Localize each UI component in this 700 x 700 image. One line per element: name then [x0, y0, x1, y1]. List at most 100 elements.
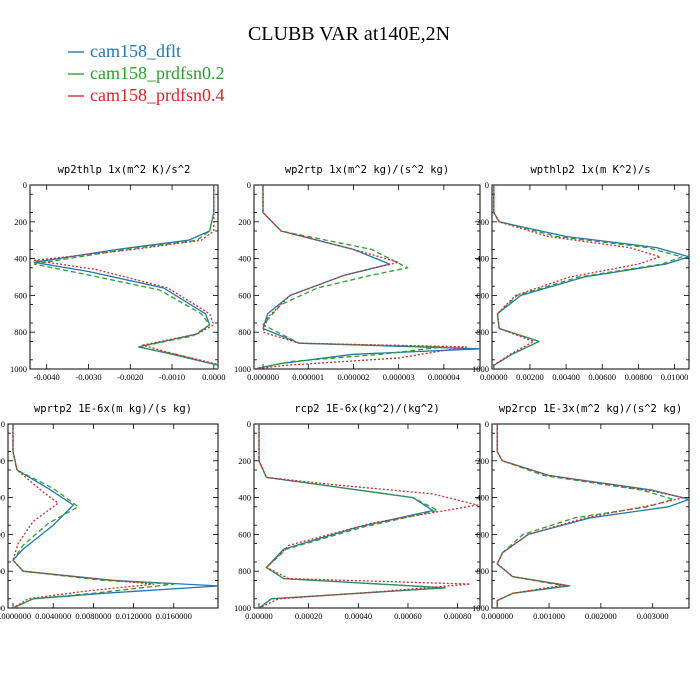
legend: cam158_dfltcam158_prdfsn0.2cam158_prdfsn…: [68, 41, 224, 105]
series-line-cam158_prdfsn0.4: [493, 185, 661, 369]
y-tick-label: 600: [476, 290, 489, 300]
series-line-cam158_prdfsn0.4: [258, 424, 479, 608]
plot-frame: [491, 184, 690, 370]
y-tick-label: 0: [247, 180, 251, 190]
series-line-cam158_prdfsn0.4: [496, 424, 685, 608]
panel-title: wpthlp2 1x(m K^2)/s: [530, 164, 650, 176]
series-line-cam158_dflt: [493, 185, 689, 369]
y-tick-label: 200: [0, 456, 5, 466]
x-tick-label: 0.003000: [637, 611, 669, 621]
x-tick-label: 0.0040000: [35, 611, 71, 621]
y-tick-label: 0: [485, 419, 489, 429]
y-tick-label: 600: [238, 290, 251, 300]
series-line-cam158_prdfsn0.4: [33, 185, 218, 369]
y-tick-label: 800: [476, 566, 489, 576]
x-tick-label: -0.0040: [34, 372, 60, 382]
y-tick-label: 800: [238, 327, 251, 337]
legend-label: cam158_prdfsn0.4: [90, 85, 224, 105]
y-tick-label: 400: [0, 493, 5, 503]
panel: wprtp2 1E-6x(m kg)/(s kg) 0 200 400 600 800 10…: [0, 403, 219, 621]
legend-label: cam158_prdfsn0.2: [90, 63, 224, 83]
main-title: CLUBB VAR at140E,2N: [248, 23, 450, 45]
x-tick-label: 0.000002: [338, 372, 370, 382]
y-tick-label: 400: [476, 493, 489, 503]
y-tick-label: 0: [485, 180, 489, 190]
series-line-cam158_dflt: [12, 424, 218, 608]
series-line-cam158_prdfsn0.2: [254, 185, 445, 369]
y-tick-label: 400: [14, 254, 27, 264]
x-tick-label: 0.0160000: [156, 611, 192, 621]
y-tick-label: 400: [238, 254, 251, 264]
y-tick-label: 0: [1, 419, 5, 429]
legend-label: cam158_dflt: [90, 41, 181, 61]
y-tick-label: 400: [476, 254, 489, 264]
panel-title: rcp2 1E-6x(kg^2)/(kg^2): [294, 403, 439, 415]
plot-frame: [491, 423, 690, 609]
y-tick-label: 200: [238, 456, 251, 466]
x-tick-label: 0.000000: [247, 372, 279, 382]
y-tick-label: 600: [238, 529, 251, 539]
y-tick-label: 800: [238, 566, 251, 576]
x-tick-label: -0.0010: [159, 372, 185, 382]
y-tick-label: 200: [476, 217, 489, 227]
panel-title: wp2rtp 1x(m^2 kg)/(s^2 kg): [285, 164, 449, 176]
plot-frame: [253, 423, 481, 609]
x-tick-label: 0.000000: [481, 611, 513, 621]
x-tick-label: 0.0120000: [116, 611, 152, 621]
x-tick-label: 0.00400: [552, 372, 580, 382]
y-tick-label: 1000: [234, 603, 251, 613]
series-line-cam158_prdfsn0.4: [254, 185, 468, 369]
x-tick-label: 0.00000: [480, 372, 508, 382]
y-tick-label: 800: [0, 566, 5, 576]
y-tick-label: 1000: [10, 364, 27, 374]
y-tick-label: 600: [14, 290, 27, 300]
series-line-cam158_prdfsn0.2: [493, 185, 683, 369]
y-tick-label: 600: [0, 529, 5, 539]
x-tick-label: 0.00800: [625, 372, 653, 382]
x-tick-label: 0.00060: [394, 611, 422, 621]
x-tick-label: 0.0080000: [75, 611, 111, 621]
x-tick-label: 0.00080: [444, 611, 472, 621]
panel-title: wp2thlp 1x(m^2 K)/s^2: [58, 164, 191, 176]
y-tick-label: 400: [238, 493, 251, 503]
y-tick-label: 800: [476, 327, 489, 337]
series-line-cam158_prdfsn0.2: [33, 185, 218, 369]
x-tick-label: 0.000004: [428, 372, 461, 382]
series-line-cam158_prdfsn0.2: [258, 424, 446, 608]
panel-title: wprtp2 1E-6x(m kg)/(s kg): [34, 403, 192, 415]
panel: wp2rcp 1E-3x(m^2 kg)/(s^2 kg) 0 200 400 600 8…: [472, 403, 690, 621]
y-tick-label: 0: [23, 180, 27, 190]
x-tick-label: 0.001000: [533, 611, 565, 621]
x-tick-label: 0.00200: [516, 372, 544, 382]
y-tick-label: 200: [238, 217, 251, 227]
x-tick-label: 0.00000: [245, 611, 273, 621]
y-tick-label: 600: [476, 529, 489, 539]
panel: wpthlp2 1x(m K^2)/s020040060080010000.00…: [472, 164, 690, 382]
x-tick-label: -0.0020: [117, 372, 143, 382]
panel: wp2rtp 1x(m^2 kg)/(s^2 kg) 0 200 400 600 800 1…: [234, 164, 481, 382]
panel: wp2thlp 1x(m^2 K)/s^2 0 200 400 600 800 1000 -0…: [10, 164, 226, 382]
series-line-cam158_dflt: [33, 185, 218, 369]
y-tick-label: 1000: [472, 364, 489, 374]
series-line-cam158_prdfsn0.4: [12, 424, 155, 608]
x-tick-label: 0.00600: [588, 372, 616, 382]
y-tick-label: 1000: [0, 603, 5, 613]
x-tick-label: 0.0000000: [0, 611, 31, 621]
plot-frame: [7, 423, 219, 609]
y-tick-label: 200: [14, 217, 27, 227]
y-tick-label: 800: [14, 327, 27, 337]
plot-frame: [253, 184, 481, 370]
x-tick-label: 0.0000: [202, 372, 225, 382]
y-tick-label: 200: [476, 456, 489, 466]
x-tick-label: 0.00020: [295, 611, 323, 621]
panel-title: wp2rcp 1E-3x(m^2 kg)/(s^2 kg): [499, 403, 682, 415]
y-tick-label: 1000: [234, 364, 251, 374]
plot-frame: [29, 184, 219, 370]
x-tick-label: 0.000003: [383, 372, 415, 382]
x-tick-label: 0.01000: [661, 372, 689, 382]
series-line-cam158_dflt: [254, 185, 480, 369]
series-line-cam158_prdfsn0.2: [12, 424, 175, 608]
x-tick-label: 0.00040: [344, 611, 372, 621]
x-tick-label: 0.002000: [585, 611, 617, 621]
